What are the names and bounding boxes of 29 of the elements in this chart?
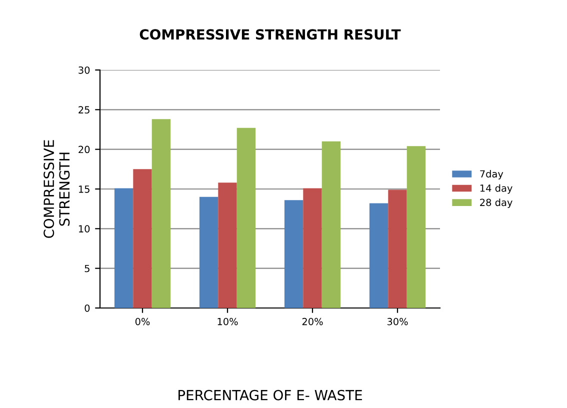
- bar: [114, 188, 134, 308]
- bar: [322, 141, 341, 308]
- x-tick-label: 0%: [135, 318, 150, 326]
- y-tick-label: 30: [78, 66, 90, 74]
- bar: [406, 146, 426, 308]
- bar: [218, 182, 237, 308]
- x-tick-label: 20%: [302, 318, 323, 326]
- y-tick-label: 25: [78, 106, 90, 114]
- bar: [388, 190, 407, 308]
- bar: [199, 196, 218, 308]
- chart-title: COMPRESSIVE STRENGTH RESULT: [140, 29, 401, 40]
- x-axis-title: PERCENTAGE OF E- WASTE: [178, 390, 362, 400]
- y-tick-label: 20: [78, 146, 90, 154]
- bar: [369, 203, 388, 308]
- legend-label: 14 day: [480, 184, 512, 194]
- y-tick-label: 10: [78, 225, 90, 232]
- x-tick-label: 10%: [218, 318, 238, 326]
- x-tick-label: 30%: [387, 318, 408, 326]
- legend-label: 28 day: [480, 198, 512, 208]
- bar: [133, 169, 152, 308]
- y-tick-label: 5: [84, 264, 90, 272]
- y-tick-label: 15: [78, 186, 90, 193]
- bar: [284, 200, 304, 308]
- legend-label: 7day: [480, 170, 504, 180]
- y-tick-label: 0: [84, 304, 90, 312]
- y-axis-title: COMPRESSIVE STRENGTH: [44, 140, 70, 238]
- bar: [236, 128, 256, 308]
- bar: [152, 119, 171, 308]
- bar: [303, 188, 322, 308]
